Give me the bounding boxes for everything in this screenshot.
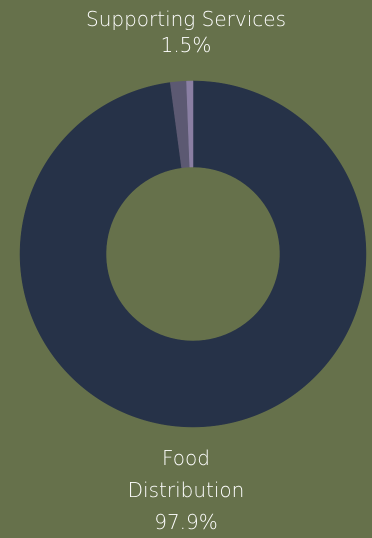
slice-label-supporting-services-value: 1.5% — [160, 33, 212, 57]
slice-label-supporting-services: Supporting Services 1.5% — [0, 6, 372, 58]
slice-label-supporting-services-name: Supporting Services — [86, 7, 286, 31]
slice-label-food-distribution: Food Distribution 97.9% — [0, 442, 372, 538]
donut-slice-food-distribution — [19, 80, 367, 428]
slice-label-food-distribution-name: Food Distribution — [127, 446, 245, 502]
slice-label-food-distribution-value: 97.9% — [154, 510, 218, 534]
donut-slices — [19, 80, 367, 428]
donut-slice-slice-2 — [186, 80, 194, 168]
